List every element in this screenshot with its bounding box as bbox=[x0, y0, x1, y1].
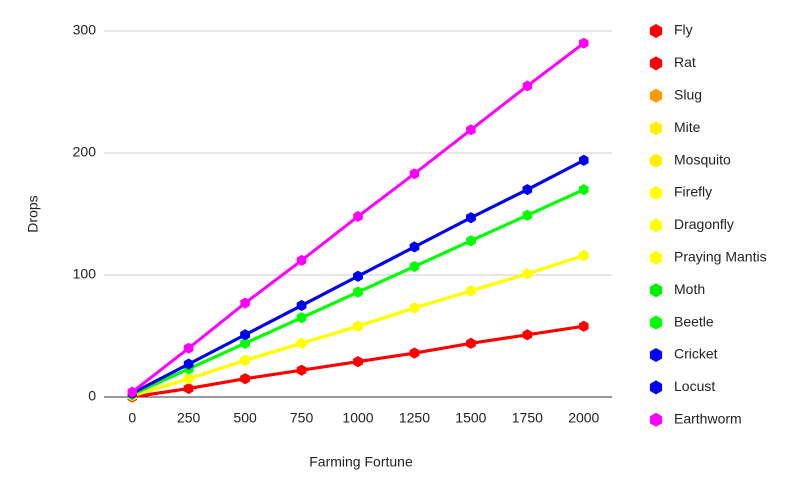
data-point bbox=[127, 386, 137, 398]
legend-marker bbox=[649, 315, 663, 330]
legend-marker bbox=[649, 283, 663, 298]
legend-marker bbox=[649, 56, 663, 71]
x-tick-label: 750 bbox=[290, 410, 314, 426]
x-axis-label: Farming Fortune bbox=[309, 454, 413, 470]
data-point bbox=[466, 285, 476, 297]
data-point bbox=[579, 320, 589, 332]
data-point bbox=[296, 300, 307, 311]
data-point bbox=[183, 383, 194, 394]
data-point bbox=[240, 297, 250, 309]
legend-label: Locust bbox=[674, 378, 715, 394]
x-tick-label: 500 bbox=[233, 410, 257, 426]
data-point bbox=[296, 254, 307, 266]
legend-label: Rat bbox=[674, 54, 696, 70]
legend-label: Praying Mantis bbox=[674, 249, 767, 265]
data-point bbox=[353, 356, 363, 368]
data-point bbox=[353, 270, 363, 282]
data-point bbox=[522, 209, 533, 221]
x-tick-label: 1500 bbox=[455, 410, 486, 426]
legend-label: Beetle bbox=[674, 313, 714, 329]
data-point bbox=[409, 347, 420, 359]
data-point bbox=[579, 250, 589, 261]
y-axis-label: Drops bbox=[25, 195, 41, 232]
legend-label: Slug bbox=[674, 87, 702, 103]
legend-label: Moth bbox=[674, 281, 705, 297]
data-point bbox=[522, 184, 533, 196]
x-tick-label: 250 bbox=[177, 410, 201, 426]
x-tick-label: 1250 bbox=[399, 410, 430, 426]
data-point bbox=[183, 358, 194, 370]
legend-marker bbox=[649, 380, 663, 395]
legend-label: Dragonfly bbox=[674, 216, 734, 232]
data-point bbox=[579, 184, 589, 196]
data-point bbox=[240, 373, 250, 385]
legend-label: Earthworm bbox=[674, 411, 742, 427]
legend-label: Mosquito bbox=[674, 151, 731, 167]
data-point bbox=[296, 364, 307, 376]
x-tick-label: 2000 bbox=[568, 410, 599, 426]
data-point bbox=[353, 210, 363, 222]
data-point bbox=[409, 261, 420, 272]
legend-marker bbox=[649, 250, 663, 265]
legend-marker bbox=[649, 348, 663, 362]
legend-marker bbox=[649, 218, 663, 233]
x-tick-label: 1000 bbox=[342, 410, 373, 426]
legend-label: Firefly bbox=[674, 184, 712, 200]
data-point bbox=[296, 337, 307, 349]
y-tick-label: 0 bbox=[88, 388, 96, 404]
data-point bbox=[522, 329, 533, 341]
data-point bbox=[466, 212, 476, 224]
data-point bbox=[240, 354, 250, 366]
legend-label: Cricket bbox=[674, 346, 718, 362]
legend-marker bbox=[649, 412, 663, 427]
legend-marker bbox=[649, 24, 663, 38]
data-point bbox=[353, 286, 363, 298]
y-tick-label: 200 bbox=[73, 144, 97, 160]
legend-marker bbox=[649, 88, 663, 103]
legend-label: Mite bbox=[674, 119, 701, 135]
legend-label: Fly bbox=[674, 22, 693, 38]
y-tick-label: 300 bbox=[73, 22, 97, 38]
data-point bbox=[409, 302, 420, 314]
data-point bbox=[466, 124, 476, 136]
data-point bbox=[183, 373, 194, 385]
data-point bbox=[579, 37, 589, 49]
data-point bbox=[409, 168, 420, 180]
legend-marker bbox=[649, 121, 663, 136]
data-point bbox=[409, 241, 420, 253]
data-point bbox=[522, 80, 533, 92]
data-point bbox=[522, 268, 533, 280]
data-point bbox=[296, 312, 307, 324]
data-point bbox=[353, 320, 363, 332]
y-tick-label: 100 bbox=[73, 266, 97, 282]
legend-marker bbox=[649, 153, 663, 168]
data-point bbox=[466, 337, 476, 349]
data-point bbox=[579, 154, 589, 166]
x-tick-label: 1750 bbox=[512, 410, 543, 426]
data-point bbox=[466, 235, 476, 247]
data-point bbox=[240, 329, 250, 341]
data-point bbox=[183, 342, 194, 354]
data-point bbox=[240, 337, 250, 349]
legend-marker bbox=[649, 186, 663, 200]
x-tick-label: 0 bbox=[128, 410, 136, 426]
